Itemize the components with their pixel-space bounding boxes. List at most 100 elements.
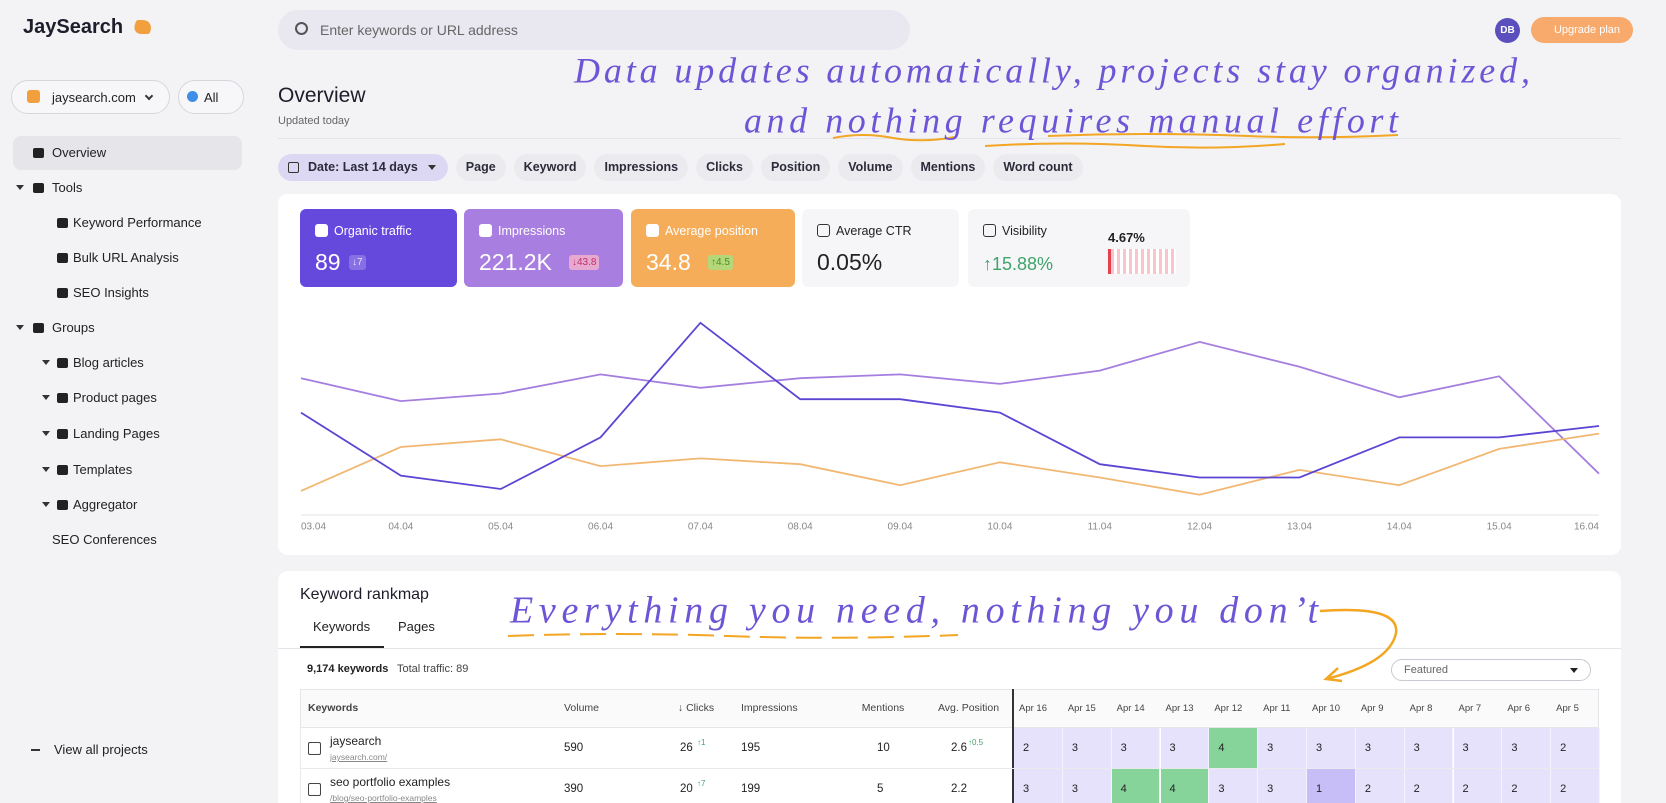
metric-label: Average position	[665, 224, 758, 238]
annotation: Data updates automatically, projects sta…	[573, 50, 1530, 90]
metric-checkbox[interactable]	[646, 224, 659, 237]
nav-icon	[57, 253, 68, 263]
row-checkbox[interactable]	[308, 742, 321, 755]
nav-item[interactable]: SEO Conferences	[52, 532, 157, 547]
column-header[interactable]: Volume	[564, 702, 600, 714]
rank-cell: 4	[1160, 769, 1210, 803]
rank-cell: 3	[1404, 728, 1454, 768]
column-header[interactable]: Avg. Position	[937, 702, 1000, 714]
filter-chip[interactable]: Keyword	[513, 154, 587, 181]
rankmap-title: Keyword rankmap	[300, 586, 429, 603]
nav-item[interactable]: Templates	[73, 462, 133, 477]
search-placeholder: Enter keywords or URL address	[320, 22, 518, 38]
back-arrow-icon	[31, 749, 40, 751]
rank-cell: 3	[1258, 769, 1307, 803]
nav-item[interactable]: Groups	[52, 320, 95, 335]
metric-card[interactable]	[464, 209, 623, 287]
nav-icon	[33, 323, 44, 333]
tab[interactable]: Pages	[398, 619, 435, 634]
filter-chip[interactable]: Mentions	[910, 154, 986, 181]
date-header: Apr 8	[1409, 703, 1433, 714]
column-header[interactable]: Mentions	[861, 702, 905, 714]
nav-caret	[42, 467, 50, 476]
upgrade-button[interactable]: Upgrade plan	[1531, 17, 1633, 43]
rank-cell: 3	[1062, 728, 1112, 768]
rank-cell: 3	[1209, 769, 1259, 803]
nav-item[interactable]: Blog articles	[73, 355, 144, 370]
metric-card[interactable]	[968, 209, 1190, 287]
date-header: Apr 10	[1312, 703, 1340, 714]
date-header: Apr 16	[1019, 703, 1047, 714]
date-header: Apr 12	[1214, 703, 1243, 714]
nav-item[interactable]: Landing Pages	[73, 426, 160, 441]
keyword-url[interactable]: jaysearch.com/	[330, 752, 388, 762]
search-bar[interactable]	[278, 10, 910, 50]
nav-item[interactable]: Product pages	[73, 390, 157, 405]
nav-item[interactable]: Bulk URL Analysis	[73, 250, 179, 265]
sort-caret	[1570, 668, 1578, 677]
filter-chip[interactable]: Impressions	[594, 154, 689, 181]
metric-checkbox[interactable]	[983, 224, 996, 237]
volume: 390	[564, 783, 584, 795]
metric-checkbox[interactable]	[817, 224, 830, 237]
metric-checkbox[interactable]	[479, 224, 492, 237]
rank-cell: 2	[1355, 769, 1405, 803]
keyword[interactable]: jaysearch	[330, 734, 382, 748]
metric-delta: ↓43.8	[569, 255, 600, 270]
metric-card[interactable]	[300, 209, 457, 287]
filter-chip[interactable]: Page	[455, 154, 506, 181]
avatar[interactable]: DB	[1495, 18, 1520, 43]
metric-label: Impressions	[498, 224, 566, 238]
rank-cell: 3	[1453, 728, 1503, 768]
nav-item[interactable]: Tools	[52, 180, 83, 195]
mentions: 10	[877, 742, 890, 754]
filter-chip[interactable]: Volume	[838, 154, 903, 181]
filter-chip[interactable]: Position	[760, 154, 831, 181]
date-header: Apr 11	[1263, 703, 1291, 714]
avg-position: 2.2	[951, 783, 967, 795]
metric-value: 34.8	[646, 249, 691, 275]
chip-caret	[428, 165, 436, 174]
sort-select[interactable]: Featured	[1391, 659, 1591, 681]
date-divider	[1012, 689, 1014, 803]
divider	[278, 138, 1621, 139]
metric-checkbox[interactable]	[315, 224, 328, 237]
rank-cell: 3	[1062, 769, 1112, 803]
nav-item[interactable]: Overview	[52, 145, 107, 160]
page-title: Overview	[278, 84, 366, 107]
tab[interactable]: Keywords	[313, 619, 371, 634]
column-header[interactable]: ↓ Clicks	[677, 702, 715, 714]
rank-cell: 2	[1551, 769, 1600, 803]
nav-icon	[57, 358, 68, 368]
nav-item[interactable]: SEO Insights	[73, 285, 149, 300]
metric-delta: ↑4.5	[708, 255, 733, 270]
rank-cell: 1	[1307, 769, 1356, 803]
metric-label: Visibility	[1002, 224, 1047, 238]
metric-card[interactable]	[802, 209, 959, 287]
nav-active	[13, 136, 242, 170]
filter-chip[interactable]: Clicks	[696, 154, 753, 181]
globe-icon	[187, 91, 198, 102]
keyword[interactable]: seo portfolio examples	[330, 775, 451, 789]
nav-item[interactable]: Keyword Performance	[73, 215, 202, 230]
row-checkbox[interactable]	[308, 783, 321, 796]
nav-icon	[33, 183, 44, 193]
nav-icon	[57, 429, 68, 439]
visibility-score: 4.67%	[1108, 230, 1145, 245]
filter-chip[interactable]: Word count	[993, 154, 1083, 181]
nav-caret	[16, 325, 24, 334]
total-traffic: Total traffic: 89	[397, 663, 469, 675]
date-header: Apr 13	[1165, 703, 1194, 714]
keyword-url[interactable]: /blog/seo-portfolio-examples	[330, 793, 437, 803]
filter-chip[interactable]: Date: Last 14 days	[278, 154, 448, 181]
nav-item[interactable]: Aggregator	[73, 497, 138, 512]
metric-card[interactable]	[631, 209, 795, 287]
date-header: Apr 15	[1067, 703, 1096, 714]
column-header[interactable]: Impressions	[741, 702, 798, 714]
column-header[interactable]: Keywords	[308, 702, 359, 714]
annotation: and nothing requires manual effort	[744, 100, 1399, 140]
nav-icon	[57, 288, 68, 298]
date-header: Apr 6	[1507, 703, 1531, 714]
nav-footer[interactable]: View all projects	[54, 742, 148, 757]
